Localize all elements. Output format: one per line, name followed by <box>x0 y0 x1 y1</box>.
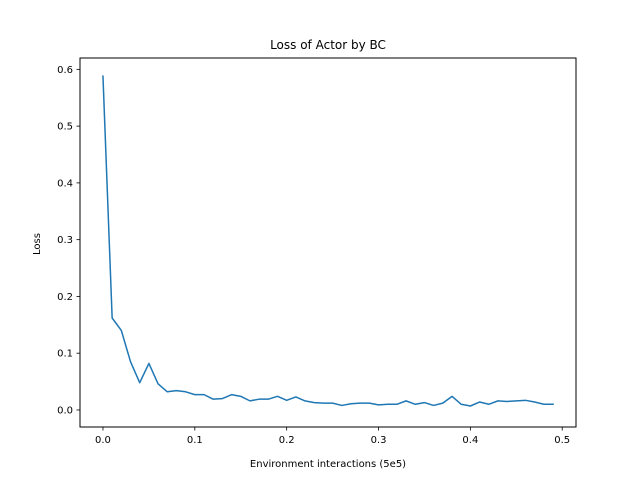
y-tick-label: 0.1 <box>57 349 73 360</box>
y-tick-label: 0.4 <box>57 178 73 189</box>
y-axis-label: Loss <box>32 233 43 255</box>
x-tick-label: 0.3 <box>371 435 387 446</box>
y-axis: 0.0 0.1 0.2 0.3 0.4 0.5 0.6 <box>57 65 80 416</box>
x-tick-label: 0.4 <box>462 435 478 446</box>
x-tick-label: 0.1 <box>187 435 203 446</box>
loss-series-line <box>102 75 554 407</box>
y-tick-label: 0.5 <box>57 122 73 133</box>
x-tick-label: 0.5 <box>554 435 570 446</box>
chart-title: Loss of Actor by BC <box>270 38 386 52</box>
y-tick-label: 0.2 <box>57 292 73 303</box>
plot-area-frame <box>79 57 577 428</box>
x-axis-label: Environment interactions (5e5) <box>250 459 406 470</box>
y-tick-label: 0.3 <box>57 235 73 246</box>
x-axis: 0.0 0.1 0.2 0.3 0.4 0.5 <box>95 427 570 446</box>
x-tick-label: 0.0 <box>95 435 111 446</box>
x-tick-label: 0.2 <box>279 435 295 446</box>
y-tick-label: 0.0 <box>57 405 73 416</box>
series-layer <box>102 75 554 407</box>
y-tick-label: 0.6 <box>57 65 73 76</box>
